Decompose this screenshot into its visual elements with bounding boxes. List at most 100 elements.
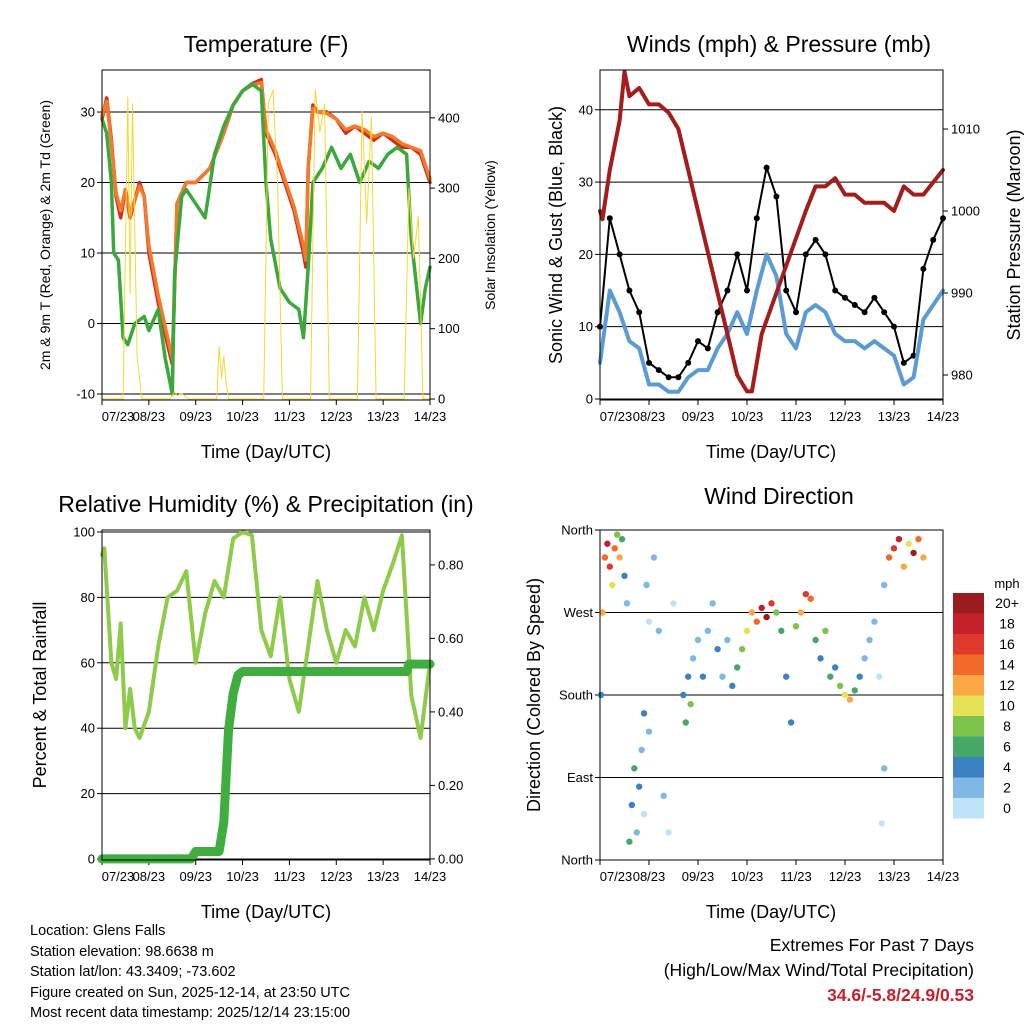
panel0-ytick-right-label: 100 (438, 321, 460, 336)
wind-direction-point (699, 673, 707, 680)
wind-direction-point (778, 627, 785, 635)
panel3-xtick-label: 12/23 (829, 869, 862, 884)
winds-title: Winds (mph) & Pressure (mb) (627, 31, 931, 57)
wind-direction-point (763, 613, 770, 621)
panel1-xtick-label: 11/23 (780, 409, 812, 424)
pressure-ylabel: Station Pressure (Maroon) (1004, 129, 1024, 340)
wind-direction-point (645, 728, 653, 735)
panel2-xtick-label: 12/23 (320, 869, 353, 884)
panel2-xtick-label: 10/23 (226, 869, 259, 884)
wind-direction-point (900, 563, 907, 570)
legend-swatch (953, 798, 984, 819)
panel1-ytick-label: 40 (579, 102, 593, 117)
wind-direction-point (753, 618, 760, 625)
temperature-title: Temperature (F) (184, 31, 349, 57)
wind-direction-point (616, 554, 623, 561)
wind-direction-point (812, 636, 819, 644)
wind-direction-point (613, 531, 621, 538)
wind-direction-point (626, 838, 633, 845)
wind-direction-point (714, 645, 721, 653)
wind-direction-point (599, 609, 606, 616)
panel0-xtick-label: 14/23 (414, 409, 447, 424)
wind-direction-point (807, 595, 814, 602)
panel3-ytick-label: North (561, 523, 593, 538)
panel2-ytick-label: 40 (81, 721, 95, 736)
panel1-xtick-label: 09/23 (682, 409, 715, 424)
legend-label: 2 (1003, 780, 1011, 796)
wind-direction-point (650, 554, 658, 561)
wind-direction-point (655, 627, 662, 635)
wind-direction-point (768, 600, 775, 607)
legend-label: 18 (999, 616, 1015, 632)
legend-swatch (953, 675, 984, 696)
legend-swatch (953, 593, 984, 614)
wind-direction-xlabel: Time (Day/UTC) (706, 902, 836, 922)
panel0-ytick-right-label: 300 (438, 181, 460, 196)
wind-direction-point (640, 710, 648, 717)
panel2-xtick-label: 08/23 (133, 869, 166, 884)
created-text: Figure created on Sun, 2025-12-14, at 23… (30, 984, 350, 1001)
panel2-xtick-label: 14/23 (414, 869, 447, 884)
panel2-ytick-label: 0 (88, 852, 95, 867)
wind-direction-point (783, 673, 790, 680)
wind-direction-point (604, 540, 611, 547)
panel2-xtick-label: 11/23 (274, 869, 306, 884)
wind-direction-point (802, 590, 809, 598)
extremes-title: Extremes For Past 7 Days (769, 935, 974, 955)
panel0-xtick-label: 11/23 (274, 409, 306, 424)
legend-swatch (953, 613, 984, 634)
panel1-plot-frame (599, 69, 944, 401)
panel0-xtick-label: 12/23 (320, 409, 353, 424)
location-text: Location: Glens Falls (30, 923, 166, 939)
wind-direction-point (597, 691, 605, 699)
legend-label: 20+ (995, 595, 1019, 611)
panel3-ytick-label: East (567, 770, 593, 785)
panel1-ytick-right-label: 1010 (951, 122, 980, 137)
panel3-xtick-label: 13/23 (878, 869, 911, 884)
panel2-plot-frame (101, 529, 431, 861)
legend-label: 8 (1003, 718, 1011, 734)
elevation-text: Station elevation: 98.6638 m (30, 943, 214, 960)
panel3-xtick-label: 09/23 (682, 869, 715, 884)
wind-direction-point (618, 535, 626, 543)
temperature-xlabel: Time (Day/UTC) (201, 442, 331, 462)
panel2-xtick-label: 13/23 (367, 869, 400, 884)
wind-direction-point (832, 664, 839, 671)
panel2-ytick-label: 60 (81, 655, 95, 670)
wind-ylabel: Sonic Wind & Gust (Blue, Black) (546, 106, 566, 364)
panel3-xtick-label: 08/23 (633, 869, 666, 884)
wind-direction-point (792, 623, 800, 630)
panel2-ytick-label: 20 (81, 786, 95, 801)
wind-direction-point (773, 609, 780, 616)
wind-direction-point (680, 691, 687, 699)
wind-direction-point (743, 627, 751, 635)
panel1-xtick-label: 13/23 (878, 409, 911, 424)
wind-direction-point (822, 627, 829, 635)
panel0-series-2m-td-line (100, 82, 432, 396)
legend-label: 12 (999, 677, 1015, 693)
wind-direction-point (851, 687, 858, 694)
temperature-ylabel: 2m & 9m T (Red, Orange) & 2m Td (Green) (37, 100, 53, 370)
panel2-xtick-label: 09/23 (179, 869, 212, 884)
panel2-series-relative-humidity-line (100, 530, 432, 740)
wind-direction-point (841, 691, 849, 699)
wind-direction-point (621, 572, 628, 580)
wind-direction-point (628, 801, 636, 809)
panel0-xtick-label: 08/23 (133, 409, 166, 424)
panel2-ytick-label: 100 (73, 524, 95, 539)
wind-direction-point (609, 581, 616, 589)
wind-direction-point (638, 746, 645, 754)
panel2-ytick-right-label: 0.00 (438, 851, 463, 866)
panel0-series-solar-insolation-line (101, 89, 431, 400)
wind-direction-point (640, 810, 648, 818)
panel2-ytick-right-label: 0.60 (438, 631, 463, 646)
humidity-xlabel: Time (Day/UTC) (201, 902, 331, 922)
legend-label: 6 (1003, 739, 1011, 755)
wind-direction-point (895, 535, 903, 543)
panel1-ytick-label: 20 (579, 247, 593, 262)
panel2-xtick-label: 07/23 (102, 869, 135, 884)
humidity-ylabel: Percent & Total Rainfall (30, 602, 50, 789)
winds-xlabel: Time (Day/UTC) (706, 442, 836, 462)
wind-direction-point (631, 765, 638, 772)
legend-swatch (953, 716, 984, 737)
